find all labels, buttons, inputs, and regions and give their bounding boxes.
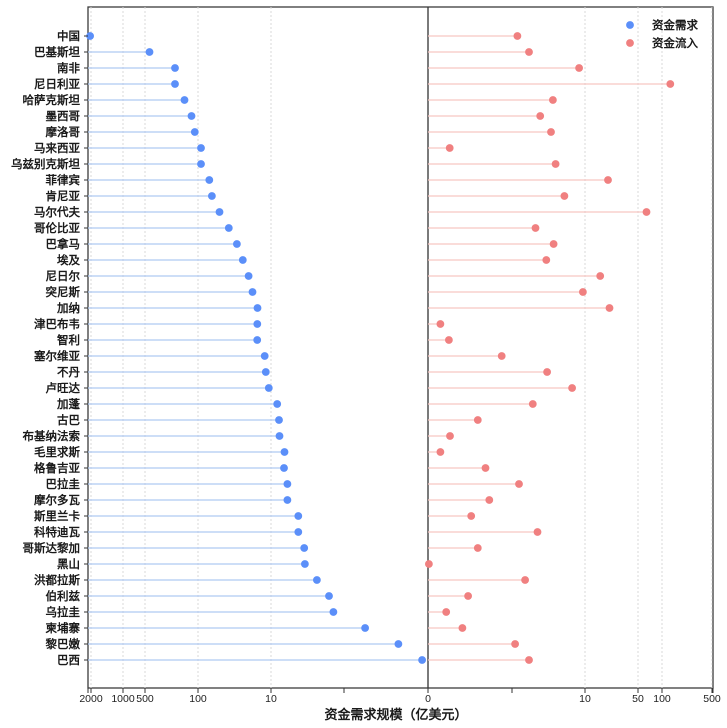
svg-text:资金流入: 资金流入: [652, 36, 698, 50]
svg-text:资金需求: 资金需求: [652, 18, 698, 32]
svg-text:肯尼亚: 肯尼亚: [46, 189, 81, 203]
svg-text:墨西哥: 墨西哥: [46, 110, 81, 123]
svg-text:哈萨克斯坦: 哈萨克斯坦: [23, 93, 81, 107]
svg-text:伯利兹: 伯利兹: [46, 589, 81, 603]
svg-text:突尼斯: 突尼斯: [46, 285, 81, 299]
svg-text:马尔代夫: 马尔代夫: [34, 205, 80, 219]
svg-text:尼日尔: 尼日尔: [46, 269, 81, 283]
svg-text:10: 10: [265, 693, 277, 705]
svg-text:资金需求规模（亿美元）: 资金需求规模（亿美元）: [324, 707, 467, 722]
svg-text:古巴: 古巴: [57, 413, 80, 427]
svg-text:10: 10: [579, 693, 591, 705]
svg-text:摩洛哥: 摩洛哥: [46, 125, 81, 139]
svg-text:不丹: 不丹: [57, 366, 80, 379]
svg-text:加纳: 加纳: [56, 301, 80, 315]
svg-text:埃及: 埃及: [57, 253, 80, 267]
svg-text:黎巴嫩: 黎巴嫩: [46, 637, 81, 651]
svg-text:洪都拉斯: 洪都拉斯: [34, 573, 80, 587]
svg-text:50: 50: [632, 693, 644, 705]
svg-text:100: 100: [653, 693, 671, 705]
svg-text:乌兹别克斯坦: 乌兹别克斯坦: [11, 157, 80, 171]
svg-text:马来西亚: 马来西亚: [34, 141, 80, 155]
svg-text:摩尔多瓦: 摩尔多瓦: [34, 493, 80, 507]
svg-text:500: 500: [703, 693, 721, 705]
svg-text:巴拿马: 巴拿马: [46, 237, 81, 251]
svg-text:塞尔维亚: 塞尔维亚: [34, 349, 80, 363]
svg-text:智利: 智利: [57, 333, 80, 347]
svg-text:南非: 南非: [57, 61, 80, 75]
svg-text:毛里求斯: 毛里求斯: [34, 445, 80, 459]
svg-text:巴基斯坦: 巴基斯坦: [34, 45, 80, 59]
svg-text:斯里兰卡: 斯里兰卡: [34, 509, 80, 523]
svg-text:布基纳法索: 布基纳法索: [22, 429, 81, 443]
svg-text:乌拉圭: 乌拉圭: [46, 605, 81, 619]
svg-text:巴拉圭: 巴拉圭: [46, 477, 81, 491]
svg-text:科特迪瓦: 科特迪瓦: [34, 525, 80, 539]
svg-text:黑山: 黑山: [57, 557, 80, 571]
svg-text:哥伦比亚: 哥伦比亚: [34, 221, 80, 235]
svg-text:1000: 1000: [111, 693, 135, 705]
svg-text:0: 0: [425, 693, 431, 705]
svg-text:中国: 中国: [57, 29, 80, 43]
svg-text:菲律宾: 菲律宾: [46, 173, 81, 187]
svg-text:柬埔寨: 柬埔寨: [45, 621, 81, 635]
svg-text:500: 500: [136, 693, 154, 705]
svg-text:巴西: 巴西: [57, 654, 80, 667]
svg-text:哥斯达黎加: 哥斯达黎加: [23, 541, 81, 555]
svg-text:津巴布韦: 津巴布韦: [34, 317, 80, 331]
svg-text:尼日利亚: 尼日利亚: [34, 77, 80, 91]
svg-text:加蓬: 加蓬: [56, 397, 80, 411]
svg-text:格鲁吉亚: 格鲁吉亚: [34, 461, 80, 475]
svg-text:100: 100: [189, 693, 207, 705]
svg-text:卢旺达: 卢旺达: [46, 381, 81, 395]
svg-text:2000: 2000: [79, 693, 103, 705]
